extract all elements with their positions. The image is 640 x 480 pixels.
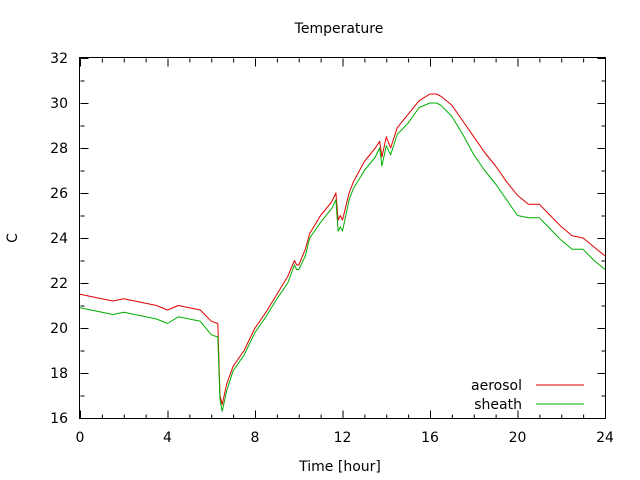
y-tick-label: 22 xyxy=(50,276,68,292)
y-tick-label: 28 xyxy=(50,141,68,157)
series-line-sheath xyxy=(79,102,606,412)
y-tick-label: 18 xyxy=(50,366,68,382)
y-axis-label: C xyxy=(5,233,21,243)
legend: aerosol sheath xyxy=(471,378,584,413)
y-tick-label: 30 xyxy=(50,96,68,112)
chart-title: Temperature xyxy=(294,21,384,37)
x-axis-label: Time [hour] xyxy=(298,459,381,475)
x-tick-label: 24 xyxy=(596,430,614,446)
x-tick-label: 16 xyxy=(421,430,439,446)
x-tick-label: 0 xyxy=(76,430,85,446)
y-tick-label: 32 xyxy=(50,51,68,67)
plot-frame xyxy=(79,57,606,419)
legend-label-aerosol: aerosol xyxy=(471,378,522,394)
x-tick-label: 8 xyxy=(251,430,260,446)
series-layer xyxy=(79,93,606,412)
x-tick-label: 12 xyxy=(334,430,352,446)
x-tick-label: 20 xyxy=(509,430,527,446)
series-line-aerosol xyxy=(79,93,606,405)
tick-layer: 0 4 8 12 16 20 24 16 18 20 22 24 26 28 30 32 xyxy=(50,51,614,446)
x-tick-label: 4 xyxy=(163,430,172,446)
y-tick-label: 24 xyxy=(50,231,68,247)
y-tick-label: 20 xyxy=(50,321,68,337)
y-tick-label: 26 xyxy=(50,186,68,202)
legend-label-sheath: sheath xyxy=(474,397,522,413)
y-tick-label: 16 xyxy=(50,411,68,427)
